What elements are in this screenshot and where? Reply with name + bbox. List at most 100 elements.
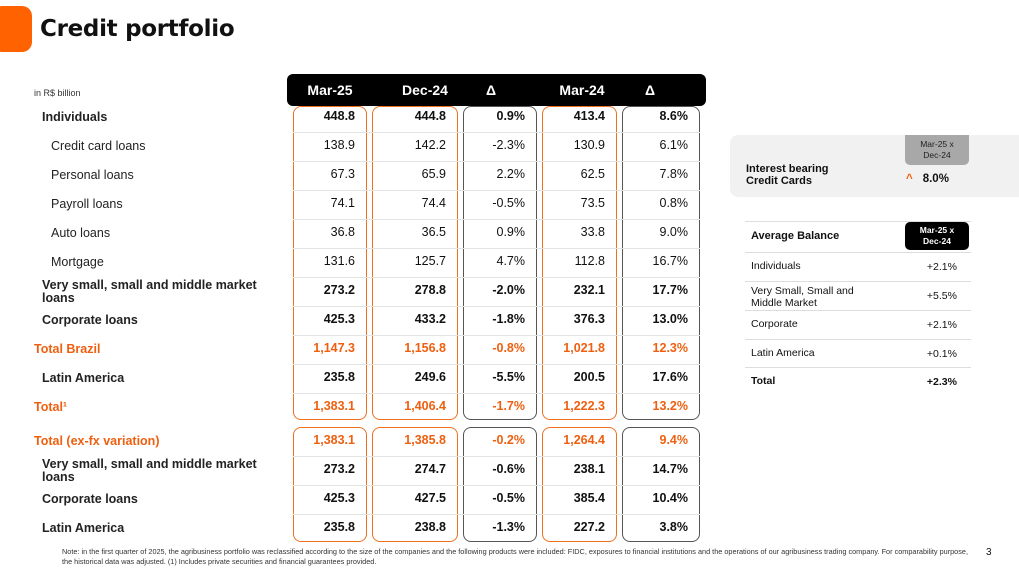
row-label: Corporate loans (42, 492, 138, 506)
row-value: +2.1% (926, 261, 957, 273)
column-box (293, 427, 367, 542)
cell-value: 1,385.8 (404, 433, 446, 447)
chevron-up-icon: ^ (906, 173, 913, 185)
cell-value: 278.8 (414, 283, 446, 297)
column-box (372, 427, 458, 542)
cell-value: 67.3 (330, 167, 355, 181)
interest-bearing-label: Interest bearing Credit Cards (746, 163, 829, 187)
cell-value: 12.3% (652, 341, 688, 355)
label-line: Interest bearing (746, 163, 829, 175)
cell-value: 17.6% (652, 370, 688, 384)
cell-value: 13.2% (652, 399, 688, 413)
cell-value: 413.4 (573, 109, 605, 123)
row-label: Total¹ (34, 400, 68, 414)
cell-value: 448.8 (323, 109, 355, 123)
row-divider (293, 132, 700, 133)
table-header (287, 74, 706, 106)
cell-value: 125.7 (414, 254, 446, 268)
row-label: Individuals (751, 260, 801, 272)
column-header: Δ (485, 82, 497, 98)
row-value: +2.1% (926, 319, 957, 331)
column-box (463, 427, 537, 542)
cell-value: -2.3% (492, 138, 525, 152)
cell-value: -1.7% (492, 399, 525, 413)
column-header: Mar-24 (559, 82, 605, 98)
cell-value: 273.2 (323, 283, 355, 297)
average-balance-header-row: Average Balance (745, 221, 971, 251)
row-divider (293, 190, 700, 191)
cell-value: 235.8 (323, 370, 355, 384)
row-label: Auto loans (51, 226, 111, 240)
logo (0, 6, 32, 52)
row-value: +2.3% (926, 376, 957, 388)
row-divider (293, 364, 700, 365)
row-divider (293, 335, 700, 336)
cell-value: 385.4 (573, 491, 605, 505)
cell-value: 376.3 (573, 312, 605, 326)
row-divider (293, 306, 700, 307)
cell-value: -1.8% (492, 312, 525, 326)
cell-value: -0.8% (492, 341, 525, 355)
page-title: Credit portfolio (40, 16, 235, 42)
cell-value: 13.0% (652, 312, 688, 326)
cell-value: 7.8% (659, 167, 689, 181)
column-box (463, 106, 537, 420)
cell-value: -5.5% (492, 370, 525, 384)
cell-value: -0.5% (492, 491, 525, 505)
row-divider (293, 161, 700, 162)
cell-value: 0.9% (496, 109, 526, 123)
cell-value: 3.8% (659, 520, 689, 534)
column-box (293, 106, 367, 420)
row-divider (293, 514, 700, 515)
average-balance-row: Latin America +0.1% (745, 339, 971, 367)
interest-bearing-panel (730, 135, 1019, 197)
cell-value: 200.5 (573, 370, 605, 384)
cell-value: -0.5% (492, 196, 525, 210)
row-label: Mortgage (51, 255, 104, 269)
cell-value: 6.1% (659, 138, 689, 152)
row-label: Corporate (751, 318, 798, 330)
cell-value: 274.7 (414, 462, 446, 476)
average-balance-row: Corporate +2.1% (745, 310, 971, 339)
column-box (542, 106, 617, 420)
column-box (542, 427, 617, 542)
cell-value: 9.4% (659, 433, 689, 447)
cell-value: 1,383.1 (313, 399, 355, 413)
cell-value: -1.3% (492, 520, 525, 534)
column-box (372, 106, 458, 420)
cell-value: 14.7% (652, 462, 688, 476)
cell-value: 1,222.3 (563, 399, 605, 413)
row-label: Latin America (42, 371, 125, 385)
cell-value: 10.4% (652, 491, 688, 505)
label-line: Credit Cards (746, 175, 813, 187)
cell-value: -0.2% (492, 433, 525, 447)
row-divider (293, 219, 700, 220)
row-label: Latin America (42, 521, 125, 535)
row-divider (293, 393, 700, 394)
row-label: Very small, small and middle market loan… (42, 456, 257, 484)
cell-value: 425.3 (323, 312, 355, 326)
cell-value: 227.2 (573, 520, 605, 534)
cell-value: 1,264.4 (563, 433, 605, 447)
header-line: Dec-24 (923, 150, 951, 160)
cell-value: 4.7% (496, 254, 526, 268)
cell-value: 74.4 (421, 196, 446, 210)
row-label: Personal loans (51, 168, 134, 182)
cell-value: 33.8 (580, 225, 605, 239)
row-label: Very small, small and middle market loan… (42, 277, 257, 305)
cell-value: 130.9 (573, 138, 605, 152)
interest-bearing-header: Mar-25 x Dec-24 (905, 135, 969, 165)
cell-value: 1,156.8 (404, 341, 446, 355)
cell-value: 425.3 (323, 491, 355, 505)
cell-value: 131.6 (323, 254, 355, 268)
row-label: Very Small, Small and Middle Market (751, 285, 854, 309)
cell-value: 9.0% (659, 225, 689, 239)
cell-value: 62.5 (580, 167, 605, 181)
cell-value: -2.0% (492, 283, 525, 297)
cell-value: 238.1 (573, 462, 605, 476)
column-header: Mar-25 (307, 82, 353, 98)
page-number: 3 (986, 547, 992, 558)
header-line: Dec-24 (923, 236, 951, 246)
cell-value: 73.5 (580, 196, 605, 210)
cell-value: 444.8 (414, 109, 446, 123)
